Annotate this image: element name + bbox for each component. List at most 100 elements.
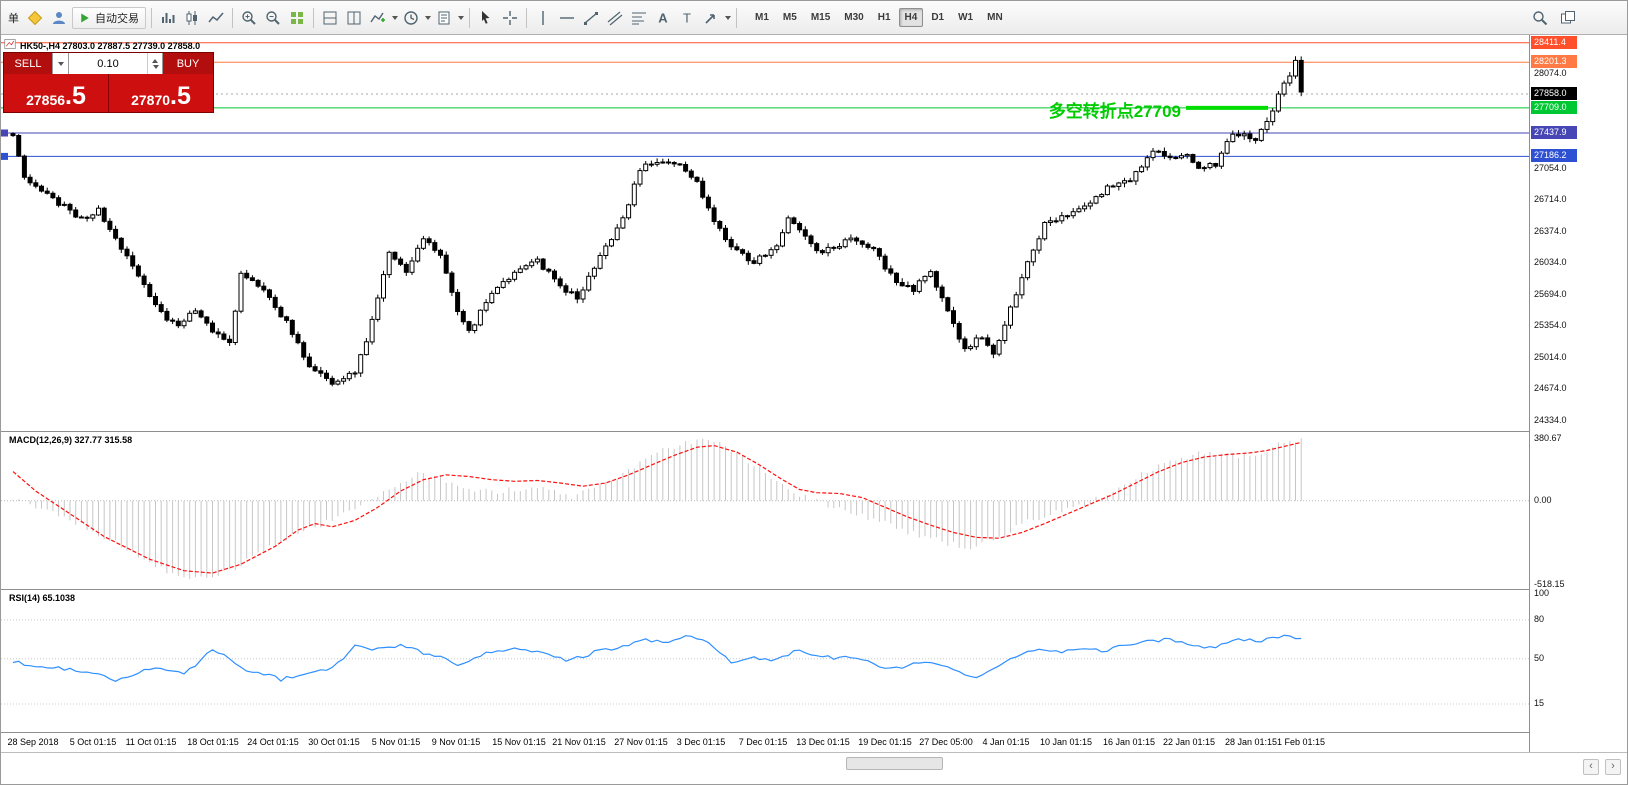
scroll-right-icon[interactable]: › xyxy=(1605,759,1621,775)
buy-button[interactable]: BUY xyxy=(176,57,200,70)
timeframe-m5[interactable]: M5 xyxy=(782,12,797,23)
arrange-horizontal-icon[interactable] xyxy=(319,7,341,29)
volume-dropdown[interactable] xyxy=(52,53,69,74)
one-click-trading-panel: SELL 0.10 BUY 27856.5 27870.5 xyxy=(3,52,214,113)
search-icon[interactable] xyxy=(1529,7,1551,29)
toolbar: 单 自动交易 xyxy=(1,1,1627,35)
timeframe-h4[interactable]: H4 xyxy=(898,8,924,27)
toolbar-separator xyxy=(736,7,737,28)
horizontal-line-icon[interactable] xyxy=(556,7,578,29)
arrows-dropdown-icon[interactable] xyxy=(725,15,731,20)
price-level-label: 28201.3 xyxy=(1531,55,1577,68)
time-axis-label: 27 Dec 05:00 xyxy=(919,737,973,747)
macd-scale-label: 380.67 xyxy=(1534,433,1562,443)
macd-chart[interactable] xyxy=(1,432,1529,589)
toolbar-separator xyxy=(526,7,527,28)
time-axis-label: 27 Nov 01:15 xyxy=(614,737,668,747)
vertical-line-icon[interactable] xyxy=(532,7,554,29)
buy-price-frac: .5 xyxy=(170,82,191,110)
time-axis-label: 15 Nov 01:15 xyxy=(492,737,546,747)
stepper-up-icon[interactable] xyxy=(152,58,158,63)
zoom-in-icon[interactable] xyxy=(238,7,260,29)
zoom-out-icon[interactable] xyxy=(262,7,284,29)
templates-icon[interactable] xyxy=(433,7,455,29)
arrange-vertical-icon[interactable] xyxy=(343,7,365,29)
line-chart-icon[interactable] xyxy=(205,7,227,29)
indicators-icon[interactable] xyxy=(367,7,389,29)
macd-label: MACD(12,26,9) 327.77 315.58 xyxy=(9,435,133,445)
main-chart-panel[interactable]: HK50-,H4 27803.0 27887.5 27739.0 27858.0… xyxy=(1,35,1627,431)
price-level-label: 27709.0 xyxy=(1531,101,1577,114)
sell-price-frac: .5 xyxy=(65,82,86,110)
sell-price-int: 27856 xyxy=(26,92,66,108)
price-grid-label: 24334.0 xyxy=(1534,415,1567,425)
price-grid-label: 25014.0 xyxy=(1534,352,1567,362)
crosshair-icon[interactable] xyxy=(499,7,521,29)
timeframe-m1[interactable]: M1 xyxy=(755,12,769,23)
time-axis-label: 21 Nov 01:15 xyxy=(552,737,606,747)
periods-icon[interactable] xyxy=(400,7,422,29)
sell-price[interactable]: 27856.5 xyxy=(4,74,108,112)
time-axis-label: 7 Dec 01:15 xyxy=(738,737,788,747)
rsi-scale-label: 100 xyxy=(1534,588,1550,598)
text-icon[interactable]: A xyxy=(652,7,674,29)
time-axis-label: 13 Dec 01:15 xyxy=(796,737,850,747)
macd-panel[interactable]: MACD(12,26,9) 327.77 315.58 xyxy=(1,431,1627,589)
rsi-panel[interactable]: RSI(14) 65.1038 xyxy=(1,589,1627,732)
price-level-label: 27186.2 xyxy=(1531,149,1577,162)
timeframe-w1[interactable]: W1 xyxy=(958,12,974,23)
svg-text:A: A xyxy=(658,10,668,25)
time-axis-label: 4 Jan 01:15 xyxy=(982,737,1030,747)
timeframe-h1[interactable]: H1 xyxy=(877,12,891,23)
price-grid-label: 27054.0 xyxy=(1534,163,1567,173)
timeframe-d1[interactable]: D1 xyxy=(931,12,945,23)
volume-stepper[interactable] xyxy=(147,53,163,74)
candlestick-icon[interactable] xyxy=(181,7,203,29)
rsi-scale-label: 50 xyxy=(1534,653,1545,663)
periods-dropdown-icon[interactable] xyxy=(425,15,431,20)
price-grid-label: 24674.0 xyxy=(1534,383,1567,393)
bottom-scrollbar-thumb[interactable] xyxy=(846,757,943,770)
new-order-button[interactable]: 单 xyxy=(8,12,19,25)
fibonacci-icon[interactable] xyxy=(628,7,650,29)
price-level-label: 27858.0 xyxy=(1531,87,1577,100)
rsi-scale-label: 15 xyxy=(1534,698,1545,708)
indicators-dropdown-icon[interactable] xyxy=(392,15,398,20)
text-label-icon[interactable]: T xyxy=(676,7,698,29)
time-axis-label: 24 Oct 01:15 xyxy=(247,737,299,747)
sell-button[interactable]: SELL xyxy=(14,57,42,70)
annotation-text: 多空转折点27709 xyxy=(1048,102,1181,121)
buy-price[interactable]: 27870.5 xyxy=(109,74,213,112)
arrows-icon[interactable] xyxy=(700,7,722,29)
trendline-icon[interactable] xyxy=(580,7,602,29)
cursor-icon[interactable] xyxy=(475,7,497,29)
templates-dropdown-icon[interactable] xyxy=(458,15,464,20)
timeframe-mn[interactable]: MN xyxy=(987,12,1003,23)
toolbar-separator xyxy=(313,7,314,28)
channel-icon[interactable] xyxy=(604,7,626,29)
price-grid-label: 26034.0 xyxy=(1534,257,1567,267)
timeframe-toolbar: M1 M5 M15 M30 H1 H4 D1 W1 MN xyxy=(748,8,1010,27)
bar-chart-icon[interactable] xyxy=(157,7,179,29)
time-axis-label: 1 Feb 01:15 xyxy=(1276,737,1326,747)
candlestick-chart[interactable] xyxy=(1,35,1529,431)
scroll-left-icon[interactable]: ‹ xyxy=(1583,759,1599,775)
new-order-icon[interactable] xyxy=(24,7,46,29)
price-grid-label: 25694.0 xyxy=(1534,289,1567,299)
volume-input[interactable]: 0.10 xyxy=(69,53,147,74)
timeframe-m15[interactable]: M15 xyxy=(810,12,831,23)
time-axis-label: 5 Nov 01:15 xyxy=(371,737,421,747)
timeframe-m30[interactable]: M30 xyxy=(844,12,864,23)
stepper-down-icon[interactable] xyxy=(152,64,159,69)
profile-icon[interactable] xyxy=(48,7,70,29)
tile-windows-icon[interactable] xyxy=(286,7,308,29)
price-level-label: 27437.9 xyxy=(1531,126,1577,139)
rsi-scale-label: 80 xyxy=(1534,614,1545,624)
time-axis-label: 5 Oct 01:15 xyxy=(69,737,117,747)
window-switch-icon[interactable] xyxy=(1557,7,1579,29)
price-grid-label: 28074.0 xyxy=(1534,68,1567,78)
rsi-chart[interactable] xyxy=(1,590,1529,732)
auto-trading-button[interactable]: 自动交易 xyxy=(72,6,146,29)
rsi-label: RSI(14) 65.1038 xyxy=(9,593,76,603)
